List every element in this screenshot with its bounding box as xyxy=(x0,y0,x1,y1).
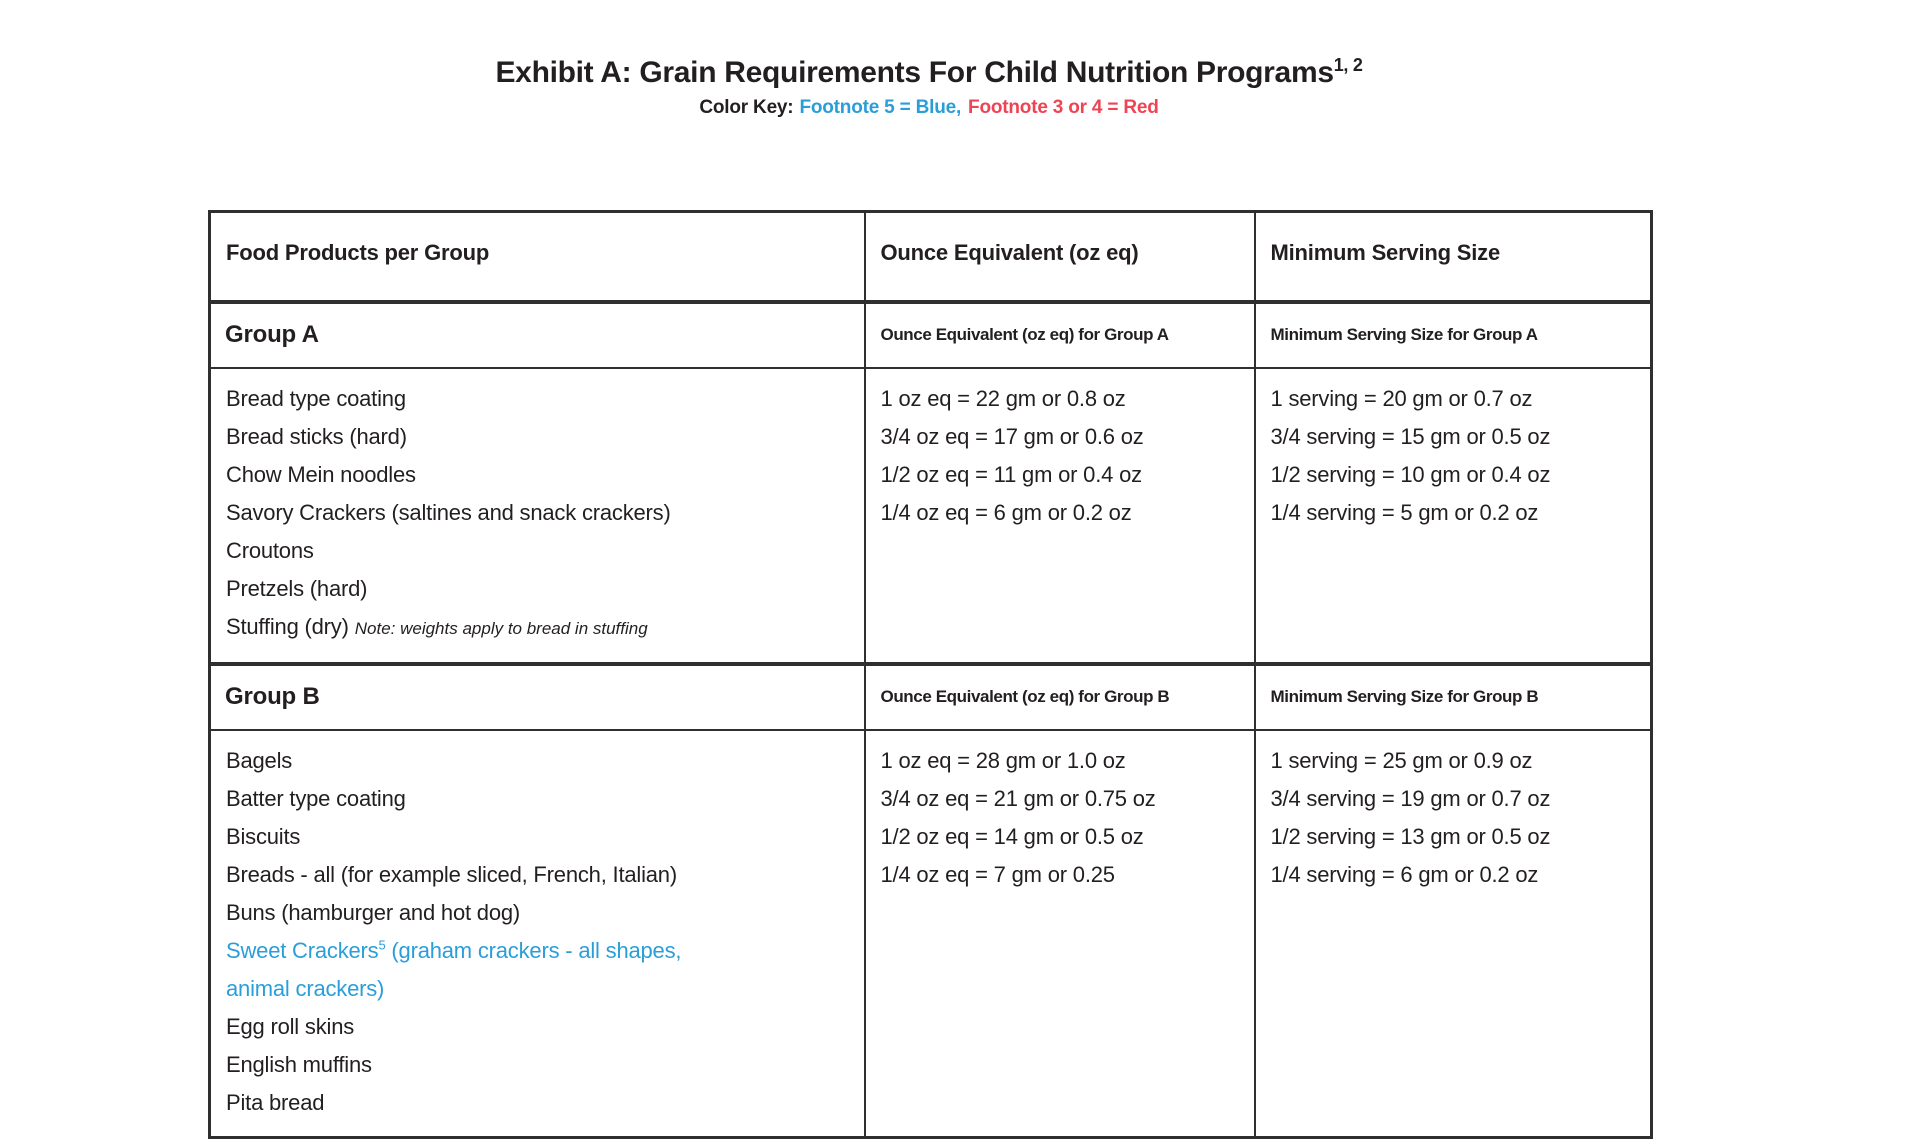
food-items-cell-group-b: Bagels Batter type coating Biscuits Breads … xyxy=(208,728,866,1138)
food-item-text: Breads - all (for example sliced, French… xyxy=(226,861,677,887)
food-item-text: Biscuits xyxy=(226,823,301,849)
oz-eq-cell-group-a: 1 oz eq = 22 gm or 0.8 oz 3/4 oz eq = 17 … xyxy=(863,366,1256,665)
oz-eq-cell-group-b: 1 oz eq = 28 gm or 1.0 oz 3/4 oz eq = 21 … xyxy=(863,728,1256,1138)
group-header-row-group-b: Group B Ounce Equivalent (oz eq) for Grou… xyxy=(208,661,1653,731)
food-item: Sweet Crackers5 (graham crackers - all s… xyxy=(226,932,854,970)
serving-size-line: 1/2 serving = 10 gm or 0.4 oz xyxy=(1270,461,1551,487)
food-item-text: Buns (hamburger and hot dog) xyxy=(226,899,521,925)
oz-eq-line: 3/4 oz eq = 17 gm or 0.6 oz xyxy=(880,423,1144,449)
oz-eq-line: 1/4 oz eq = 7 gm or 0.25 xyxy=(880,861,1116,887)
group-serving-header-group-b: Minimum Serving Size for Group B xyxy=(1253,661,1653,731)
serving-size-line: 3/4 serving = 15 gm or 0.5 oz xyxy=(1270,423,1551,449)
oz-eq-line: 1 oz eq = 22 gm or 0.8 oz xyxy=(880,385,1126,411)
food-item: Stuffing (dry) Note: weights apply to bre… xyxy=(226,608,854,648)
food-item: Breads - all (for example sliced, French… xyxy=(226,856,854,894)
oz-eq-line: 3/4 oz eq = 21 gm or 0.75 oz xyxy=(880,785,1156,811)
food-item: Bread sticks (hard) xyxy=(226,418,854,456)
serving-size-line: 3/4 serving = 19 gm or 0.7 oz xyxy=(1270,785,1551,811)
food-item: Pita bread xyxy=(226,1084,854,1122)
group-header-row-group-a: Group A Ounce Equivalent (oz eq) for Grou… xyxy=(208,299,1653,369)
column-header-ounce-equivalent: Ounce Equivalent (oz eq) xyxy=(863,210,1256,303)
oz-eq-line: 1 oz eq = 28 gm or 1.0 oz xyxy=(880,747,1126,773)
page-title-text: Exhibit A: Grain Requirements For Child … xyxy=(495,56,1334,89)
group-name-group-b: Group B xyxy=(208,661,866,731)
document-page: Exhibit A: Grain Requirements For Child … xyxy=(0,56,1858,1139)
food-item: Biscuits xyxy=(226,818,854,856)
group-serving-header-group-a: Minimum Serving Size for Group A xyxy=(1253,299,1653,369)
food-item: Croutons xyxy=(226,532,854,570)
food-item-text: Stuffing (dry) xyxy=(226,613,349,639)
serving-size-line: 1 serving = 25 gm or 0.9 oz xyxy=(1270,747,1533,773)
food-item-note: Note: weights apply to bread in stuffing xyxy=(354,618,648,638)
food-item-text: animal crackers) xyxy=(226,975,385,1001)
color-key-red-text: Footnote 3 or 4 = Red xyxy=(968,97,1159,118)
group-oz-header-group-b: Ounce Equivalent (oz eq) for Group B xyxy=(863,661,1256,731)
column-header-minimum-serving: Minimum Serving Size xyxy=(1253,210,1653,303)
serving-size-line: 1/2 serving = 13 gm or 0.5 oz xyxy=(1270,823,1551,849)
footnote-ref: 5 xyxy=(378,937,386,953)
food-item: Bagels xyxy=(226,742,854,780)
group-content-row-group-b: Bagels Batter type coating Biscuits Breads … xyxy=(208,728,1653,1138)
grain-requirements-table: Food Products per Group Ounce Equivalent… xyxy=(208,210,1653,1139)
food-item-text: Batter type coating xyxy=(226,785,406,811)
food-item: Buns (hamburger and hot dog) xyxy=(226,894,854,932)
food-item-text: Bagels xyxy=(226,747,293,773)
food-item-text: Pretzels (hard) xyxy=(226,575,368,601)
group-name-group-a: Group A xyxy=(208,299,866,369)
food-item: Pretzels (hard) xyxy=(226,570,854,608)
food-item: English muffins xyxy=(226,1046,854,1084)
serving-size-line: 1/4 serving = 6 gm or 0.2 oz xyxy=(1270,861,1539,887)
table-header-row: Food Products per Group Ounce Equivalent… xyxy=(208,210,1653,303)
food-item: animal crackers) xyxy=(226,970,854,1008)
oz-eq-line: 1/2 oz eq = 11 gm or 0.4 oz xyxy=(880,461,1143,487)
color-key: Color Key: Footnote 5 = Blue, Footnote 3 o… xyxy=(0,97,1858,119)
food-items-cell-group-a: Bread type coating Bread sticks (hard) Cho… xyxy=(208,366,866,665)
food-item-text: Croutons xyxy=(226,537,314,563)
food-item-text: Egg roll skins xyxy=(226,1013,355,1039)
food-item: Chow Mein noodles xyxy=(226,456,854,494)
oz-eq-line: 1/2 oz eq = 14 gm or 0.5 oz xyxy=(880,823,1144,849)
food-item: Bread type coating xyxy=(226,380,854,418)
serving-size-line: 1/4 serving = 5 gm or 0.2 oz xyxy=(1270,499,1539,525)
color-key-label: Color Key: xyxy=(699,97,794,118)
food-item: Batter type coating xyxy=(226,780,854,818)
food-item-text: Bread type coating xyxy=(226,385,406,411)
table-body: Group A Ounce Equivalent (oz eq) for Grou… xyxy=(208,299,1653,1138)
food-item-text: Bread sticks (hard) xyxy=(226,423,407,449)
group-oz-header-group-a: Ounce Equivalent (oz eq) for Group A xyxy=(863,299,1256,369)
serving-size-line: 1 serving = 20 gm or 0.7 oz xyxy=(1270,385,1533,411)
food-item-text: Pita bread xyxy=(226,1089,325,1115)
serving-size-cell-group-a: 1 serving = 20 gm or 0.7 oz 3/4 serving =… xyxy=(1253,366,1653,665)
serving-size-cell-group-b: 1 serving = 25 gm or 0.9 oz 3/4 serving =… xyxy=(1253,728,1653,1138)
food-item-text: (graham crackers - all shapes, xyxy=(385,937,682,963)
food-item: Savory Crackers (saltines and snack crac… xyxy=(226,494,854,532)
title-footnote-refs: 1, 2 xyxy=(1333,55,1363,75)
food-item-text: Sweet Crackers xyxy=(226,937,379,963)
food-item: Egg roll skins xyxy=(226,1008,854,1046)
food-item-text: Chow Mein noodles xyxy=(226,461,416,487)
group-content-row-group-a: Bread type coating Bread sticks (hard) Cho… xyxy=(208,366,1653,665)
food-item-text: Savory Crackers (saltines and snack crac… xyxy=(226,499,671,525)
page-title: Exhibit A: Grain Requirements For Child … xyxy=(0,56,1858,90)
color-key-blue-text: Footnote 5 = Blue, xyxy=(799,97,962,118)
oz-eq-line: 1/4 oz eq = 6 gm or 0.2 oz xyxy=(880,499,1132,525)
column-header-food-products: Food Products per Group xyxy=(208,210,866,303)
food-item-text: English muffins xyxy=(226,1051,372,1077)
